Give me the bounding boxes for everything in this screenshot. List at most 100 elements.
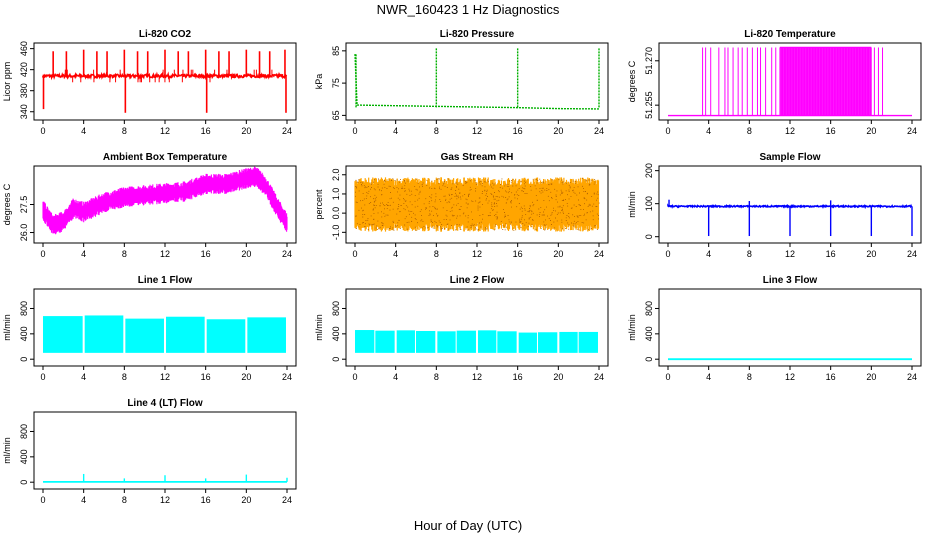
x-tick-label: 16 [826, 126, 836, 136]
x-tick-label: 4 [81, 126, 86, 136]
flow-band [375, 330, 395, 353]
flow-band [437, 331, 456, 353]
x-tick-label: 16 [201, 372, 211, 382]
x-tick-label: 12 [785, 249, 795, 259]
flow-band [166, 316, 205, 353]
x-tick-label: 20 [241, 372, 251, 382]
x-tick-label: 16 [826, 249, 836, 259]
x-tick-label: 20 [553, 372, 563, 382]
x-tick-label: 24 [282, 495, 292, 505]
x-tick-label: 0 [352, 249, 357, 259]
data-layer [354, 177, 600, 232]
series-points [355, 178, 600, 231]
panel-title: Li-820 Pressure [440, 29, 515, 40]
x-tick-label: 4 [393, 126, 398, 136]
x-tick-label: 0 [40, 249, 45, 259]
x-tick-label: 0 [352, 372, 357, 382]
panel-2: Li-820 Temperature 0 4 8 12 16 20 24 51.255 51.27… [627, 29, 922, 136]
x-tick-label: 4 [81, 495, 86, 505]
panel-title: Li-820 CO2 [139, 29, 192, 40]
data-layer [43, 315, 286, 353]
y-axis-label: ml/min [314, 314, 324, 341]
x-tick-label: 8 [122, 495, 127, 505]
y-axis-label: ml/min [2, 314, 12, 341]
y-tick-label: 460 [19, 41, 29, 56]
y-tick-label: 100 [644, 196, 654, 211]
y-tick-label: 380 [19, 83, 29, 98]
x-tick-label: 0 [40, 372, 45, 382]
series-band [42, 166, 288, 235]
panel-title: Gas Stream RH [441, 152, 514, 163]
panel-title: Li-820 Temperature [744, 29, 836, 40]
data-layer [42, 49, 288, 113]
flow-band [355, 330, 375, 353]
panel-5: Sample Flow 0 4 8 12 16 20 24 0 100 200 ml/min [627, 152, 922, 259]
x-tick-label: 12 [160, 126, 170, 136]
panel-4: Gas Stream RH 0 4 8 12 16 20 24 -1.0 0.0 1.0 2.0 per… [314, 152, 609, 259]
x-tick-label: 4 [706, 249, 711, 259]
data-layer [667, 199, 913, 237]
x-tick-label: 16 [513, 126, 523, 136]
x-tick-label: 0 [40, 495, 45, 505]
y-tick-label: 1.0 [331, 188, 341, 201]
x-tick-label: 4 [81, 249, 86, 259]
x-tick-label: 20 [241, 495, 251, 505]
x-tick-label: 8 [122, 126, 127, 136]
flow-band [125, 318, 164, 353]
data-layer [43, 473, 288, 483]
x-tick-label: 24 [594, 372, 604, 382]
y-tick-label: 75 [331, 78, 341, 88]
x-tick-label: 8 [434, 372, 439, 382]
x-tick-label: 20 [241, 126, 251, 136]
y-tick-label: 340 [19, 104, 29, 119]
flow-band [247, 317, 286, 353]
flow-band [518, 332, 537, 353]
data-layer [355, 330, 598, 353]
y-tick-label: 0 [644, 234, 654, 239]
y-tick-label: 0 [644, 357, 654, 362]
x-tick-label: 4 [706, 126, 711, 136]
x-tick-label: 24 [907, 372, 917, 382]
flow-band [538, 332, 558, 353]
flow-band [396, 330, 415, 353]
y-tick-label: 65 [331, 110, 341, 120]
page-title: NWR_160423 1 Hz Diagnostics [376, 2, 560, 17]
x-tick-label: 0 [40, 126, 45, 136]
x-axis-title: Hour of Day (UTC) [413, 518, 523, 533]
x-tick-label: 12 [472, 372, 482, 382]
data-layer [42, 166, 288, 235]
x-tick-label: 20 [866, 126, 876, 136]
x-tick-label: 12 [785, 126, 795, 136]
y-tick-label: 420 [19, 62, 29, 77]
y-axis-label: percent [314, 189, 324, 220]
y-axis-label: ml/min [627, 314, 637, 341]
panel-6: Line 1 Flow 0 4 8 12 16 20 24 0 400 800 ml/min [2, 275, 297, 382]
y-tick-label: 0 [19, 480, 29, 485]
y-tick-label: 400 [19, 326, 29, 341]
y-tick-label: 800 [644, 301, 654, 316]
x-tick-label: 16 [513, 372, 523, 382]
y-tick-label: 85 [331, 46, 341, 56]
x-tick-label: 8 [434, 126, 439, 136]
x-tick-label: 12 [160, 372, 170, 382]
y-tick-label: 51.270 [644, 47, 654, 75]
x-tick-label: 8 [434, 249, 439, 259]
y-axis-label: degrees C [627, 60, 637, 102]
y-tick-label: -1.0 [331, 225, 341, 241]
x-tick-label: 4 [393, 249, 398, 259]
x-tick-label: 8 [747, 372, 752, 382]
x-tick-label: 24 [282, 126, 292, 136]
y-tick-label: 800 [19, 301, 29, 316]
x-tick-label: 0 [665, 249, 670, 259]
panel-3: Ambient Box Temperature 0 4 8 12 16 20 24 26.0 27… [2, 152, 297, 259]
y-axis-label: Licor ppm [2, 62, 12, 102]
y-axis-label: ml/min [627, 191, 637, 218]
y-tick-label: 400 [19, 449, 29, 464]
panel-title: Line 2 Flow [450, 275, 505, 286]
x-tick-label: 16 [513, 249, 523, 259]
x-tick-label: 0 [665, 126, 670, 136]
x-tick-label: 24 [594, 126, 604, 136]
x-tick-label: 16 [826, 372, 836, 382]
x-tick-label: 12 [785, 372, 795, 382]
